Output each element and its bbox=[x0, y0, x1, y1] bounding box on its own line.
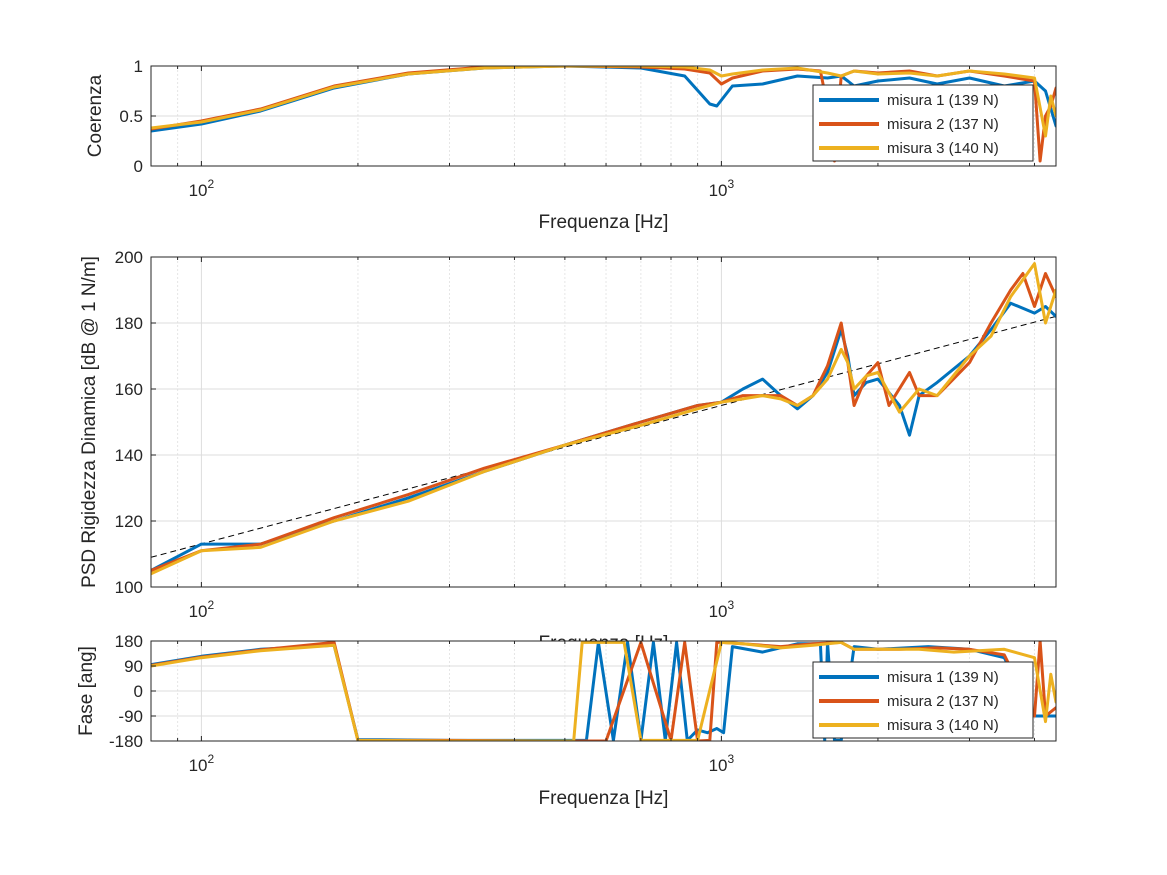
y-tick-label: 160 bbox=[115, 380, 143, 399]
chart-panel-2: 100120140160180200102103Frequenza [Hz]PS… bbox=[79, 248, 1057, 654]
x-tick-label: 103 bbox=[709, 752, 735, 775]
y-axis-label: Fase [ang] bbox=[76, 646, 97, 736]
y-tick-label: 140 bbox=[115, 446, 143, 465]
y-tick-label: 0.5 bbox=[119, 107, 143, 126]
y-axis-label: PSD Rigidezza Dinamica [dB @ 1 N/m] bbox=[79, 256, 100, 588]
y-tick-label: 120 bbox=[115, 512, 143, 531]
x-axis-label: Frequenza [Hz] bbox=[539, 212, 669, 233]
x-tick-base: 10 bbox=[709, 181, 728, 200]
x-tick-exponent: 3 bbox=[728, 177, 735, 191]
series-line-3 bbox=[151, 641, 1056, 741]
x-tick-exponent: 3 bbox=[728, 598, 735, 612]
y-tick-label: -90 bbox=[118, 707, 143, 726]
legend: misura 1 (139 N) misura 2 (137 N) misura 3… bbox=[812, 84, 1034, 162]
series-line-3 bbox=[151, 66, 1056, 138]
x-tick-label: 103 bbox=[709, 177, 735, 200]
x-tick-exponent: 2 bbox=[208, 752, 215, 766]
legend-entry-3: misura 3 (140 N) bbox=[887, 140, 999, 157]
y-tick-label: 0 bbox=[134, 682, 143, 701]
series-group bbox=[151, 66, 1056, 163]
series-line-3 bbox=[151, 262, 1056, 576]
y-tick-label: 1 bbox=[134, 57, 143, 76]
legend-entry-2: misura 2 (137 N) bbox=[887, 116, 999, 133]
y-tick-label: 100 bbox=[115, 578, 143, 597]
x-tick-base: 10 bbox=[189, 181, 208, 200]
legend-entry-3: misura 3 (140 N) bbox=[887, 717, 999, 734]
x-tick-label: 103 bbox=[709, 598, 735, 621]
series-group bbox=[151, 641, 1056, 741]
x-tick-base: 10 bbox=[189, 602, 208, 621]
x-tick-label: 102 bbox=[189, 752, 215, 775]
x-tick-exponent: 2 bbox=[208, 177, 215, 191]
y-axis-label: Coerenza bbox=[85, 74, 106, 157]
legend: misura 1 (139 N) misura 2 (137 N) misura 3… bbox=[812, 661, 1034, 739]
legend-entry-1: misura 1 (139 N) bbox=[887, 669, 999, 686]
y-tick-label: -180 bbox=[109, 732, 143, 751]
legend-entry-2: misura 2 (137 N) bbox=[887, 693, 999, 710]
x-tick-label: 102 bbox=[189, 177, 215, 200]
y-tick-label: 200 bbox=[115, 248, 143, 267]
x-tick-label: 102 bbox=[189, 598, 215, 621]
x-tick-exponent: 3 bbox=[728, 752, 735, 766]
x-tick-base: 10 bbox=[709, 602, 728, 621]
reference-line bbox=[151, 315, 1056, 558]
series-group bbox=[151, 262, 1056, 576]
y-tick-label: 180 bbox=[115, 314, 143, 333]
legend-entry-1: misura 1 (139 N) bbox=[887, 92, 999, 109]
x-tick-base: 10 bbox=[189, 756, 208, 775]
y-tick-label: 180 bbox=[115, 632, 143, 651]
y-tick-label: 90 bbox=[124, 657, 143, 676]
x-axis-label: Frequenza [Hz] bbox=[539, 788, 669, 809]
series-line-2 bbox=[151, 272, 1056, 572]
x-tick-base: 10 bbox=[709, 756, 728, 775]
axes-box bbox=[150, 256, 1057, 588]
x-tick-exponent: 2 bbox=[208, 598, 215, 612]
y-tick-label: 0 bbox=[134, 157, 143, 176]
